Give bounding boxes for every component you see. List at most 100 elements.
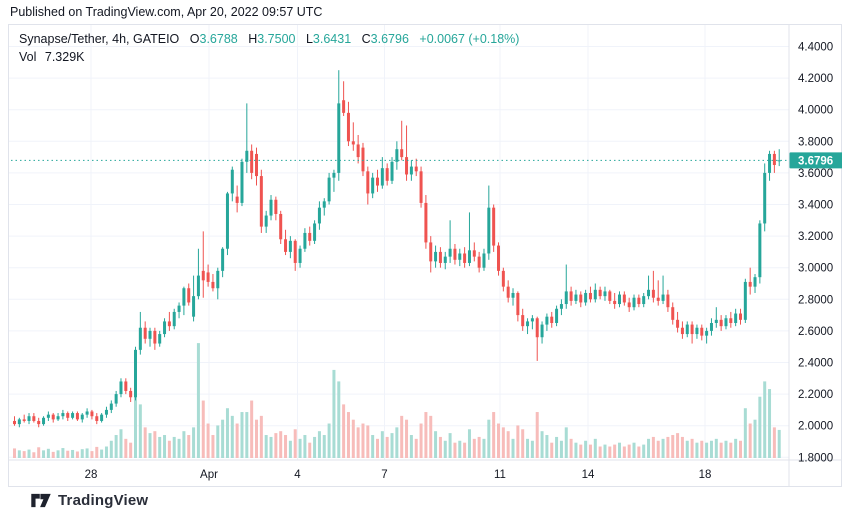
volume-bar[interactable]: [477, 436, 481, 458]
candle[interactable]: [279, 210, 283, 244]
volume-bar[interactable]: [342, 404, 346, 458]
volume-bar[interactable]: [695, 442, 699, 458]
candle[interactable]: [627, 297, 631, 312]
candle[interactable]: [264, 210, 268, 233]
candle[interactable]: [71, 411, 75, 420]
volume-bar[interactable]: [497, 423, 500, 458]
candle[interactable]: [516, 291, 520, 322]
candle[interactable]: [584, 289, 588, 306]
candle[interactable]: [758, 220, 762, 284]
volume-bar[interactable]: [555, 436, 559, 458]
price-pane[interactable]: [13, 70, 781, 428]
candle[interactable]: [763, 163, 767, 232]
volume-bar[interactable]: [298, 438, 302, 458]
volume-bar[interactable]: [758, 396, 762, 458]
candle[interactable]: [153, 327, 157, 350]
volume-bar[interactable]: [777, 429, 781, 458]
candle[interactable]: [714, 307, 718, 328]
candle[interactable]: [100, 413, 104, 423]
volume-bar[interactable]: [574, 442, 578, 458]
volume-bar[interactable]: [172, 436, 176, 458]
volume-bar[interactable]: [225, 408, 229, 458]
volume-bar[interactable]: [245, 412, 249, 458]
candle[interactable]: [443, 251, 447, 270]
volume-bar[interactable]: [385, 436, 389, 458]
candle[interactable]: [376, 169, 379, 192]
volume-bar[interactable]: [671, 435, 675, 458]
candle[interactable]: [158, 330, 162, 347]
volume-bar[interactable]: [85, 448, 89, 458]
candle[interactable]: [768, 150, 772, 181]
candle[interactable]: [651, 270, 655, 303]
volume-bar[interactable]: [177, 438, 181, 458]
volume-bar[interactable]: [56, 450, 60, 458]
candle[interactable]: [501, 267, 505, 292]
candle[interactable]: [90, 409, 94, 420]
candle[interactable]: [676, 311, 680, 333]
candle[interactable]: [22, 414, 26, 423]
candle[interactable]: [85, 408, 89, 418]
candle[interactable]: [124, 378, 128, 395]
candle[interactable]: [385, 163, 389, 186]
candle[interactable]: [332, 169, 336, 192]
candle[interactable]: [235, 185, 239, 213]
candle[interactable]: [772, 150, 776, 173]
candle[interactable]: [134, 346, 137, 401]
volume-bar[interactable]: [114, 435, 118, 458]
candle[interactable]: [143, 321, 147, 344]
volume-bar[interactable]: [264, 435, 268, 458]
volume-bar[interactable]: [448, 433, 452, 458]
candle[interactable]: [75, 411, 79, 421]
candle[interactable]: [632, 294, 636, 311]
volume-bar[interactable]: [37, 447, 41, 458]
candle[interactable]: [700, 324, 704, 341]
volume-bar[interactable]: [395, 427, 399, 458]
candle[interactable]: [167, 311, 171, 331]
candle[interactable]: [429, 236, 433, 273]
volume-bar[interactable]: [322, 435, 326, 458]
volume-bar[interactable]: [526, 438, 530, 458]
volume-bar[interactable]: [719, 442, 723, 458]
candle[interactable]: [661, 275, 665, 305]
volume-bar[interactable]: [230, 415, 234, 458]
volume-bar[interactable]: [201, 400, 205, 458]
candle[interactable]: [622, 291, 626, 306]
candle[interactable]: [240, 158, 244, 207]
volume-bar[interactable]: [361, 423, 365, 458]
candle[interactable]: [463, 247, 467, 268]
candle[interactable]: [211, 274, 215, 292]
volume-bar[interactable]: [584, 440, 588, 458]
volume-bar[interactable]: [153, 431, 157, 458]
volume-bar[interactable]: [293, 429, 297, 458]
volume-bar[interactable]: [221, 419, 225, 458]
candle[interactable]: [361, 142, 365, 177]
volume-bar[interactable]: [313, 436, 317, 458]
candle[interactable]: [618, 291, 621, 308]
candle[interactable]: [351, 122, 355, 151]
candle[interactable]: [492, 204, 496, 252]
volume-bar[interactable]: [434, 431, 438, 458]
volume-bar[interactable]: [424, 412, 428, 458]
volume-bar[interactable]: [138, 404, 142, 458]
volume-bar[interactable]: [100, 449, 104, 458]
candle[interactable]: [564, 264, 568, 309]
volume-bar[interactable]: [550, 442, 554, 458]
volume-bar[interactable]: [598, 446, 602, 458]
volume-bar[interactable]: [95, 446, 99, 458]
volume-bar[interactable]: [187, 435, 191, 458]
volume-bar[interactable]: [414, 438, 418, 458]
candle[interactable]: [32, 413, 36, 423]
candle[interactable]: [17, 417, 21, 428]
volume-bar[interactable]: [308, 442, 312, 458]
candle[interactable]: [163, 318, 167, 338]
volume-bar[interactable]: [734, 438, 738, 458]
candle[interactable]: [317, 201, 321, 230]
volume-bar[interactable]: [119, 429, 123, 458]
candle[interactable]: [608, 289, 612, 305]
candle[interactable]: [482, 248, 486, 271]
volume-bar[interactable]: [240, 412, 244, 458]
volume-bar[interactable]: [129, 442, 133, 458]
candle[interactable]: [371, 172, 375, 199]
volume-bar[interactable]: [627, 444, 631, 458]
volume-pane[interactable]: [13, 343, 781, 458]
